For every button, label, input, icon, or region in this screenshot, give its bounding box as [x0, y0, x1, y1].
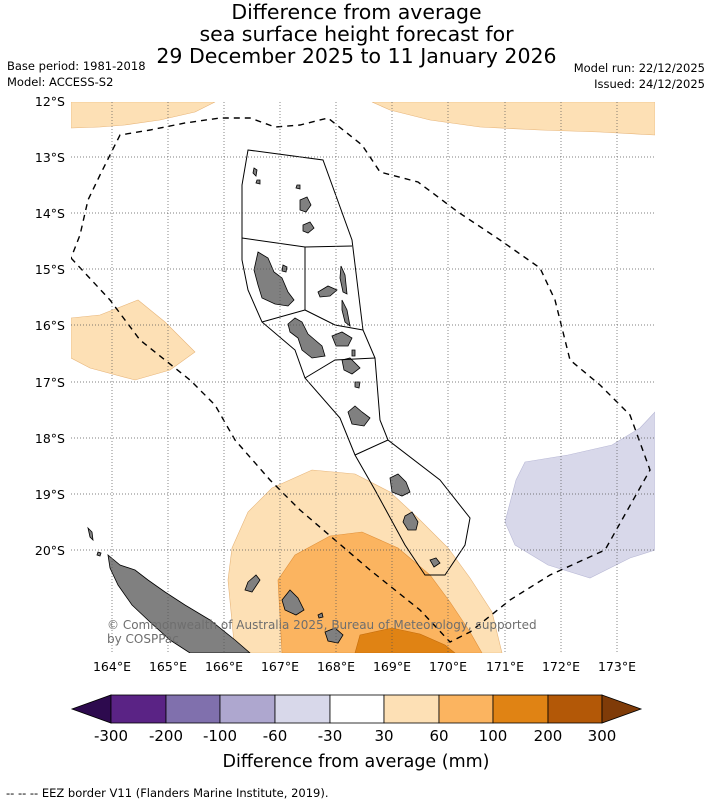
land-ambae	[317, 285, 338, 298]
land-vanua-lava	[299, 196, 312, 213]
colorbar-swatch	[110, 694, 167, 724]
latitude-labels: 12°S 13°S 14°S 15°S 16°S 17°S 18°S 19°S …	[35, 94, 65, 558]
eez-legend: -- -- -- EEZ border V11 (Flanders Marine…	[6, 786, 329, 800]
lon-label: 173°E	[598, 659, 636, 674]
colorbar-swatch	[274, 694, 331, 724]
map-plot-area: © Commonwealth of Australia 2025, Bureau…	[71, 102, 655, 653]
colorbar-swatch	[438, 694, 494, 724]
colorbar-swatch	[329, 694, 385, 724]
colorbar-tick: 30	[374, 727, 393, 745]
title-line-1: Difference from average	[231, 0, 482, 24]
colorbar-tick: 200	[534, 727, 563, 745]
lat-label: 20°S	[35, 543, 65, 558]
colorbar-swatch	[383, 694, 440, 724]
colorbar-swatch	[165, 694, 221, 724]
land-small-islet	[96, 551, 102, 557]
colorbar-arrow-high	[601, 694, 643, 724]
colorbar-tick: 60	[429, 727, 448, 745]
land-pentecost	[341, 299, 351, 327]
land-mare	[324, 627, 344, 644]
colorbar-tick: 100	[479, 727, 508, 745]
anomaly-100-200-south	[354, 627, 456, 653]
colorbar-arrow-low	[70, 694, 112, 724]
copyright-line-1: © Commonwealth of Australia 2025, Bureau…	[107, 618, 537, 632]
lon-label: 164°E	[93, 659, 131, 674]
land-tiga	[317, 612, 324, 619]
lat-label: 12°S	[35, 94, 65, 109]
boundary-shefa-tafea	[354, 439, 389, 456]
colorbar-swatch	[492, 694, 549, 724]
vanuatu-outline	[241, 149, 471, 576]
land-ambrym	[331, 331, 353, 347]
land-masses	[87, 167, 441, 653]
colorbar-tick: -100	[203, 727, 237, 745]
issued-date: Issued: 24/12/2025	[594, 77, 705, 91]
lon-label: 172°E	[542, 659, 580, 674]
colorbar-tick: 300	[588, 727, 617, 745]
anomaly-30-60-west	[71, 299, 196, 381]
land-efate	[347, 405, 371, 427]
lat-label: 15°S	[35, 262, 65, 277]
title-line-3: 29 December 2025 to 11 January 2026	[156, 44, 557, 68]
lat-label: 19°S	[35, 487, 65, 502]
land-banks-1	[295, 184, 301, 190]
land-malo	[281, 264, 288, 273]
colorbar-tick: -60	[263, 727, 288, 745]
anomaly-60-100-south	[277, 531, 483, 653]
model-run: Model run: 22/12/2025	[573, 61, 705, 75]
map-figure: © Commonwealth of Australia 2025, Bureau…	[35, 94, 655, 772]
colorbar-ticks: -300 -200 -100 -60 -30 30 60 100 200 300	[94, 727, 616, 745]
lon-label: 170°E	[429, 659, 467, 674]
lat-label: 17°S	[35, 375, 65, 390]
lat-label: 18°S	[35, 431, 65, 446]
graticule	[71, 102, 655, 653]
lon-label: 171°E	[486, 659, 524, 674]
model-name: Model: ACCESS-S2	[7, 75, 114, 89]
land-maewo	[339, 265, 348, 295]
land-lifou	[281, 589, 305, 616]
land-ouvea	[244, 574, 261, 593]
land-torres-1	[252, 167, 258, 177]
lon-label: 169°E	[373, 659, 411, 674]
land-paama	[351, 349, 356, 357]
anomaly-30-60-north	[71, 102, 216, 129]
colorbar-tick: -30	[318, 727, 343, 745]
lat-label: 13°S	[35, 150, 65, 165]
anomaly-30-60-northeast	[371, 102, 655, 136]
land-torres-2	[255, 179, 261, 185]
longitude-labels: 164°E 165°E 166°E 167°E 168°E 169°E 170°…	[93, 659, 636, 674]
colorbar-title: Difference from average (mm)	[222, 752, 489, 772]
lat-label: 14°S	[35, 206, 65, 221]
land-belep	[87, 526, 94, 542]
colorbar	[70, 694, 643, 724]
lon-label: 168°E	[317, 659, 355, 674]
colorbar-tick: -200	[149, 727, 183, 745]
lon-label: 165°E	[149, 659, 187, 674]
land-espiritu-santo	[253, 251, 295, 307]
land-gaua	[302, 221, 315, 234]
boundary-malampa-shefa	[304, 357, 376, 379]
land-new-caledonia	[107, 554, 251, 653]
land-tanna	[402, 511, 419, 531]
base-period: Base period: 1981-2018	[7, 59, 146, 73]
colorbar-swatch	[547, 694, 603, 724]
land-epi	[341, 357, 361, 375]
colorbar-swatch	[219, 694, 276, 724]
land-aneityum	[429, 557, 441, 568]
copyright-line-2: by COSPPac	[107, 632, 179, 646]
land-tongoa	[354, 381, 361, 389]
lon-label: 167°E	[261, 659, 299, 674]
lon-label: 166°E	[205, 659, 243, 674]
land-malakula	[287, 317, 326, 359]
title-line-2: sea surface height forecast for	[199, 22, 514, 46]
colorbar-tick: -300	[94, 727, 128, 745]
lat-label: 16°S	[35, 318, 65, 333]
